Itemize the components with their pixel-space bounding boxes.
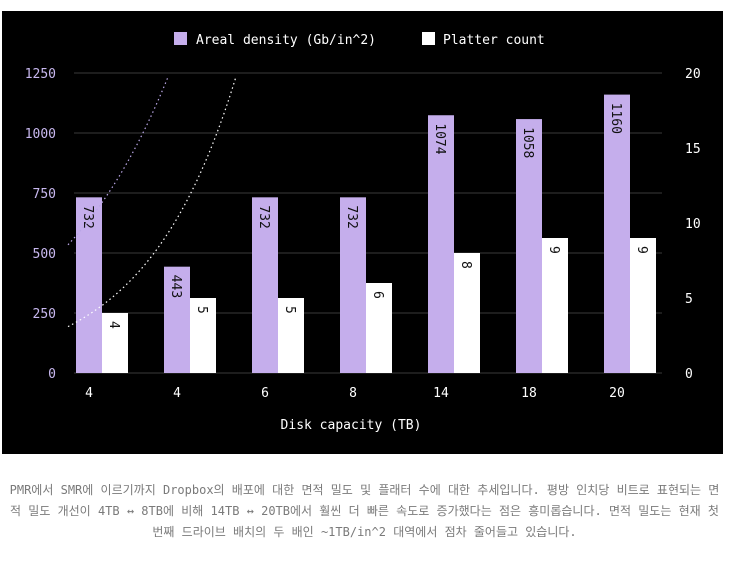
y-left-tick-label: 750 — [33, 187, 56, 202]
bar-areal-density — [604, 94, 630, 373]
trendlines — [67, 76, 237, 328]
x-tick-label: 14 — [433, 386, 449, 401]
x-tick-label: 20 — [609, 386, 625, 401]
bar-label-platter-count: 8 — [458, 261, 473, 269]
x-tick-label: 18 — [521, 386, 537, 401]
bar-label-areal-density: 1074 — [432, 123, 447, 154]
bar-platter-count — [190, 298, 216, 373]
x-axis: 4 4 6 8 14 18 20 — [85, 386, 625, 401]
bar-areal-density — [516, 119, 542, 373]
bar-platter-count — [102, 313, 128, 373]
y-left-tick-label: 500 — [33, 247, 56, 262]
bar-label-platter-count: 5 — [282, 306, 297, 314]
bar-platter-count — [366, 283, 392, 373]
bar-label-platter-count: 6 — [370, 291, 385, 299]
bar-platter-count — [630, 238, 656, 373]
x-tick-label: 8 — [349, 386, 357, 401]
bar-label-platter-count: 9 — [634, 246, 649, 254]
chart-panel: Areal density (Gb/in^2) Platter count 73… — [2, 11, 723, 454]
y-left-tick-label: 1000 — [25, 127, 56, 142]
bar-label-areal-density: 443 — [168, 275, 183, 298]
y-left-tick-label: 1250 — [25, 67, 56, 82]
right-axis: 0 5 10 15 20 — [685, 67, 701, 382]
bar-label-areal-density: 1058 — [520, 127, 535, 158]
bar-label-areal-density: 732 — [344, 205, 359, 228]
figure-caption: PMR에서 SMR에 이르기까지 Dropbox의 배포에 대한 면적 밀도 및… — [9, 483, 720, 539]
bar-areal-density — [252, 197, 278, 373]
y-right-tick-label: 15 — [685, 142, 701, 157]
x-axis-title: Disk capacity (TB) — [281, 418, 422, 433]
legend-swatch-platter — [422, 32, 435, 45]
bar-platter-count — [542, 238, 568, 373]
bar-platter-count — [454, 253, 480, 373]
bar-areal-density — [340, 197, 366, 373]
legend-label-density: Areal density (Gb/in^2) — [196, 33, 376, 48]
bar-label-areal-density: 1160 — [608, 103, 623, 134]
bar-areal-density — [164, 266, 190, 373]
bar-areal-density — [76, 197, 102, 373]
y-left-tick-label: 250 — [33, 307, 56, 322]
trendline-platter-count — [67, 76, 237, 328]
legend-label-platter: Platter count — [443, 33, 545, 48]
chart: Areal density (Gb/in^2) Platter count 73… — [25, 32, 701, 433]
bar-label-platter-count: 9 — [546, 246, 561, 254]
x-tick-label: 6 — [261, 386, 269, 401]
bar-label-platter-count: 4 — [106, 321, 121, 329]
bar-label-areal-density: 732 — [80, 205, 95, 228]
y-left-tick-label: 0 — [48, 367, 56, 382]
x-tick-label: 4 — [173, 386, 181, 401]
legend-swatch-density — [174, 32, 187, 45]
bar-label-areal-density: 732 — [256, 205, 271, 228]
x-tick-label: 4 — [85, 386, 93, 401]
left-axis: 0 250 500 750 1000 1250 — [25, 67, 56, 382]
y-right-tick-label: 20 — [685, 67, 701, 82]
y-right-tick-label: 10 — [685, 217, 701, 232]
y-right-tick-label: 5 — [685, 292, 693, 307]
y-right-tick-label: 0 — [685, 367, 693, 382]
bar-areal-density — [428, 115, 454, 374]
bar-platter-count — [278, 298, 304, 373]
bar-label-platter-count: 5 — [194, 306, 209, 314]
legend: Areal density (Gb/in^2) Platter count — [174, 32, 545, 48]
bars: 732 4 443 5 732 5 732 6 1074 8 1058 9 1160 9 — [76, 94, 656, 374]
